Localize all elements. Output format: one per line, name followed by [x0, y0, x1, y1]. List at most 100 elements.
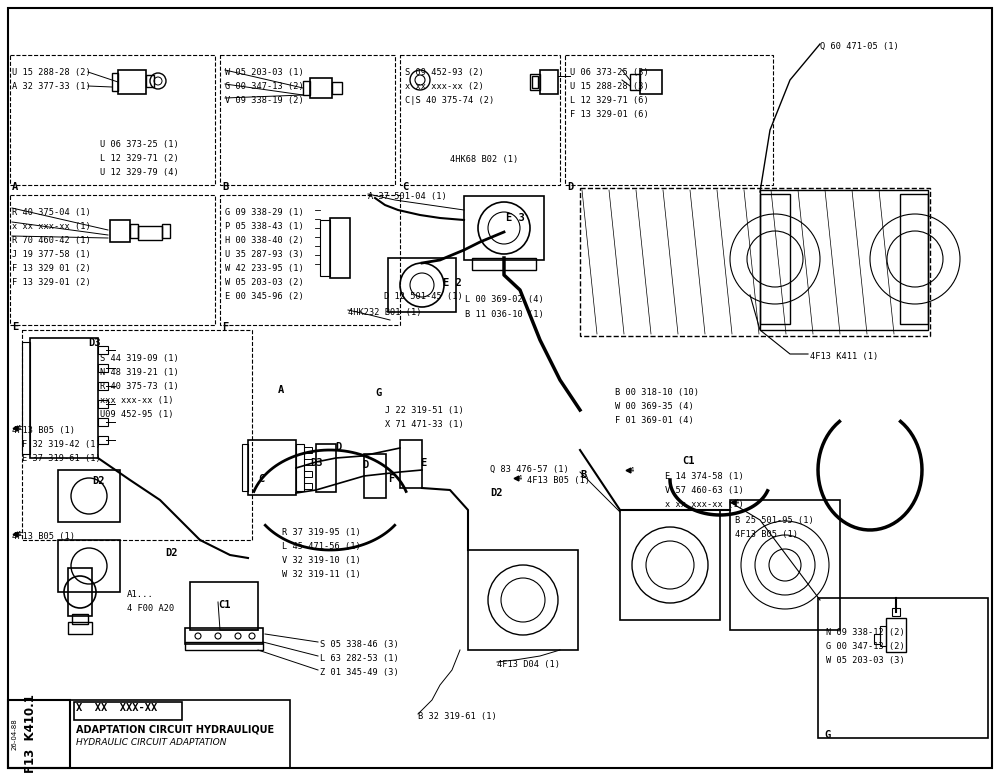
Bar: [248, 440, 296, 495]
Text: E 37 319-61 (1): E 37 319-61 (1): [22, 454, 101, 463]
Bar: [400, 55, 560, 185]
Bar: [162, 224, 170, 238]
Bar: [58, 540, 120, 592]
Text: U 12 329-79 (4): U 12 329-79 (4): [100, 168, 179, 177]
Bar: [118, 70, 146, 94]
Bar: [316, 444, 336, 492]
Text: 4F13 B05 (1): 4F13 B05 (1): [735, 530, 798, 539]
Text: 4: 4: [17, 425, 21, 431]
Text: HYDRAULIC CIRCUIT ADAPTATION: HYDRAULIC CIRCUIT ADAPTATION: [76, 738, 226, 747]
Bar: [303, 81, 310, 95]
Text: F 32 319-42 (1): F 32 319-42 (1): [22, 440, 101, 449]
Bar: [530, 74, 540, 90]
Bar: [320, 220, 330, 276]
Text: 4HK68 B02 (1): 4HK68 B02 (1): [450, 155, 518, 164]
Bar: [130, 224, 138, 238]
Text: D2: D2: [92, 476, 104, 486]
Text: B: B: [222, 182, 228, 192]
Text: P 05 338-43 (1): P 05 338-43 (1): [225, 222, 304, 231]
Text: J 22 319-51 (1): J 22 319-51 (1): [385, 406, 464, 415]
Bar: [730, 500, 840, 630]
Text: U09 452-95 (1): U09 452-95 (1): [100, 410, 174, 419]
Bar: [532, 76, 538, 88]
Bar: [220, 55, 395, 185]
Text: D3: D3: [310, 458, 322, 468]
Text: E 2: E 2: [443, 278, 462, 288]
Text: L 63 282-53 (1): L 63 282-53 (1): [320, 654, 399, 663]
Text: x xx xxx-xx (1): x xx xxx-xx (1): [665, 500, 744, 509]
Text: D: D: [335, 442, 341, 452]
Text: R 37 319-95 (1): R 37 319-95 (1): [282, 528, 361, 537]
Text: F13  K410.1: F13 K410.1: [23, 695, 36, 774]
Text: 4F13 B05 (1): 4F13 B05 (1): [527, 476, 590, 485]
Bar: [70, 700, 290, 768]
Text: N 09 338-12 (2): N 09 338-12 (2): [826, 628, 905, 637]
Text: G: G: [824, 730, 830, 740]
Text: 4F13 B05 (1): 4F13 B05 (1): [12, 532, 75, 541]
Bar: [760, 194, 790, 324]
Text: L 00 369-02 (4): L 00 369-02 (4): [465, 295, 544, 304]
Bar: [760, 190, 928, 330]
Text: W 00 369-35 (4): W 00 369-35 (4): [615, 402, 694, 411]
Bar: [110, 220, 130, 242]
Bar: [138, 226, 162, 240]
Text: L 12 329-71 (6): L 12 329-71 (6): [570, 96, 649, 105]
Text: U 15 288-28 (3): U 15 288-28 (3): [570, 82, 649, 91]
Bar: [58, 470, 120, 522]
Bar: [886, 618, 906, 652]
Bar: [185, 642, 263, 650]
Bar: [8, 700, 70, 768]
Text: S 05 338-46 (3): S 05 338-46 (3): [320, 640, 399, 649]
Bar: [310, 78, 332, 98]
Text: E 14 374-58 (1): E 14 374-58 (1): [665, 472, 744, 481]
Bar: [874, 634, 880, 644]
Bar: [332, 82, 342, 94]
Bar: [364, 454, 386, 498]
Bar: [112, 73, 118, 91]
Text: F 13 329-01 (2): F 13 329-01 (2): [12, 278, 91, 287]
Bar: [640, 70, 662, 94]
Text: W 42 233-95 (1): W 42 233-95 (1): [225, 264, 304, 273]
Bar: [98, 418, 108, 426]
Text: B 25 501-95 (1): B 25 501-95 (1): [735, 516, 814, 525]
Text: G: G: [375, 388, 381, 398]
Text: W 32 319-11 (1): W 32 319-11 (1): [282, 570, 361, 579]
Text: V 09 338-19 (2): V 09 338-19 (2): [225, 96, 304, 105]
Text: S 09 452-93 (2): S 09 452-93 (2): [405, 68, 484, 77]
Bar: [630, 74, 640, 90]
Text: G 09 338-29 (1): G 09 338-29 (1): [225, 208, 304, 217]
Bar: [30, 338, 98, 458]
Text: W 05 203-03 (1): W 05 203-03 (1): [225, 68, 304, 77]
Text: D2: D2: [165, 548, 178, 558]
Bar: [304, 459, 312, 465]
Text: Q 83 476-57 (1): Q 83 476-57 (1): [490, 465, 569, 474]
Text: D3: D3: [88, 338, 100, 348]
Text: B 32 319-61 (1): B 32 319-61 (1): [418, 712, 497, 721]
Bar: [98, 364, 108, 372]
Bar: [468, 550, 578, 650]
Text: L 12 329-71 (2): L 12 329-71 (2): [100, 154, 179, 163]
Bar: [68, 622, 92, 634]
Text: U 15 288-28 (2): U 15 288-28 (2): [12, 68, 91, 77]
Text: Q 60 471-05 (1): Q 60 471-05 (1): [820, 42, 899, 51]
Text: G 00 347-13 (2): G 00 347-13 (2): [826, 642, 905, 651]
Text: D2: D2: [490, 488, 503, 498]
Bar: [220, 195, 400, 325]
Text: G 00 347-13 (2): G 00 347-13 (2): [225, 82, 304, 91]
Text: U 06 373-25 (1): U 06 373-25 (1): [100, 140, 179, 149]
Text: R 40 375-04 (1): R 40 375-04 (1): [12, 208, 91, 217]
Text: A 37 501-04 (1): A 37 501-04 (1): [368, 192, 447, 201]
Text: X  XX  XXX-XX: X XX XXX-XX: [76, 703, 157, 713]
Bar: [10, 55, 215, 185]
Text: F: F: [222, 322, 228, 332]
Bar: [22, 342, 30, 454]
Text: D: D: [567, 182, 573, 192]
Text: 4: 4: [518, 475, 522, 481]
Text: X 71 471-33 (1): X 71 471-33 (1): [385, 420, 464, 429]
Bar: [304, 471, 312, 477]
Bar: [10, 195, 215, 325]
Text: W 05 203-03 (2): W 05 203-03 (2): [225, 278, 304, 287]
Text: U 06 373-25 (3): U 06 373-25 (3): [570, 68, 649, 77]
Text: 4HK232 B01 (1): 4HK232 B01 (1): [348, 308, 422, 317]
Text: W 05 203-03 (3): W 05 203-03 (3): [826, 656, 905, 665]
